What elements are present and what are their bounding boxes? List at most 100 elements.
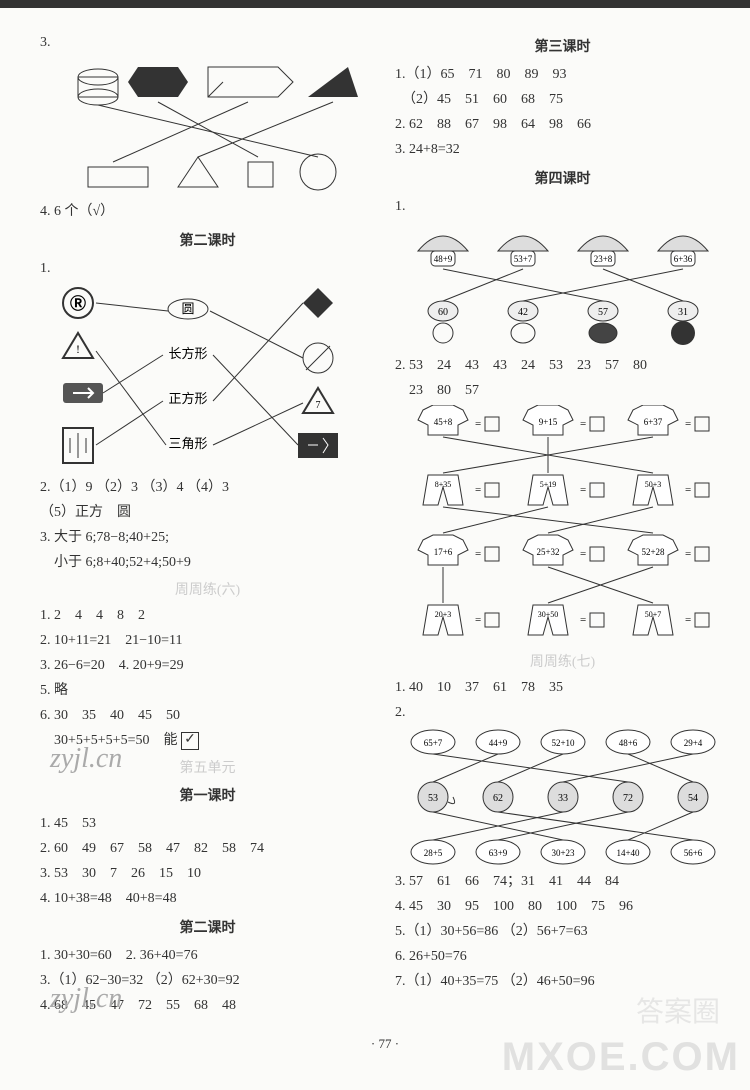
w6-3: 3. 26−6=20 4. 20+9=29 [40,655,375,676]
svg-text:7: 7 [315,400,320,411]
two-columns: 3. [40,28,730,1028]
svg-text:50+3: 50+3 [644,480,661,489]
l2b-1: 1. 30+30=60 2. 36+40=76 [40,945,375,966]
mushroom-match-svg: 48+9 53+7 23+8 6+36 [403,221,723,351]
svg-text:5+19: 5+19 [539,480,556,489]
w7-6: 6. 26+50=76 [395,946,730,967]
svg-text:60: 60 [438,307,448,318]
svg-text:30+23: 30+23 [551,848,575,858]
svg-text:53+7: 53+7 [513,254,532,264]
q3: 3. [40,32,375,197]
svg-text:28+5: 28+5 [423,848,442,858]
svg-text:=: = [685,614,691,626]
svg-text:72: 72 [623,793,633,804]
svg-text:6+37: 6+37 [643,417,662,427]
w6-2: 2. 10+11=21 21−10=11 [40,630,375,651]
svg-text:31: 31 [678,307,688,318]
l4-2b: 23 80 57 [395,380,730,401]
w7-2-label: 2. [395,702,730,723]
l2-q3a: 3. 大于 6;78−8;40+25; [40,527,375,548]
w7-4: 4. 45 30 95 100 80 100 75 96 [395,896,730,917]
l1-4: 4. 10+38=48 40+8=48 [40,888,375,909]
svg-text:正方形: 正方形 [168,391,207,406]
svg-text:54: 54 [688,793,698,804]
w7-5: 5.（1）30+56=86 （2）56+7=63 [395,921,730,942]
svg-text:63+9: 63+9 [488,848,507,858]
svg-text:53: 53 [428,793,438,804]
l2-q2a: 2.（1）9 （2）3 （3）4 （4）3 [40,477,375,498]
svg-text:42: 42 [518,307,528,318]
svg-text:三角形: 三角形 [168,436,207,451]
l3-2: 2. 62 88 67 98 64 98 66 [395,114,730,135]
lesson3-title: 第三课时 [395,36,730,56]
svg-text:6+36: 6+36 [673,254,692,264]
svg-text:62: 62 [493,793,503,804]
l3-3: 3. 24+8=32 [395,139,730,160]
mushroom-icon: 48+9 [418,236,468,266]
w7-7: 7.（1）40+35=75 （2）46+50=96 [395,971,730,992]
svg-text:=: = [475,614,481,626]
zyjl-watermark-1: zyjl.cn [50,743,122,775]
q3-label: 3. [40,35,51,50]
svg-text:52+28: 52+28 [641,547,665,557]
svg-text:=: = [580,418,586,430]
svg-text:45+8: 45+8 [433,417,452,427]
shape-match-svg [58,57,358,197]
svg-text:9+15: 9+15 [538,417,557,427]
w7-1: 1. 40 10 37 61 78 35 [395,677,730,698]
w6-5: 5. 略 [40,680,375,701]
snail-match-svg: 65+7 44+9 52+10 48+6 29+4 53 62 [403,727,723,867]
w7-3: 3. 57 61 66 74；31 41 44 84 [395,871,730,892]
lesson2-title: 第二课时 [40,230,375,250]
svg-text:=: = [685,548,691,560]
svg-text:52+10: 52+10 [551,738,575,748]
zyjl-watermark-2: zyjl.cn [50,983,122,1015]
clothes-match-svg: 45+8 = 9+15 = 6+37 = [403,405,723,645]
svg-text:33: 33 [558,793,568,804]
l1-1: 1. 45 53 [40,813,375,834]
svg-text:=: = [580,614,586,626]
svg-text:20+3: 20+3 [434,610,451,619]
svg-text:=: = [685,418,691,430]
svg-text:57: 57 [598,307,608,318]
l2-q1-label: 1. [40,258,375,279]
svg-text:=: = [580,484,586,496]
lesson4-title: 第四课时 [395,168,730,188]
svg-text:=: = [475,548,481,560]
svg-text:44+9: 44+9 [488,738,507,748]
svg-text:56+6: 56+6 [683,848,702,858]
svg-text:=: = [685,484,691,496]
l1-3: 3. 53 30 7 26 15 10 [40,863,375,884]
lesson2b-title: 第二课时 [40,917,375,937]
w6-1: 1. 2 4 4 8 2 [40,605,375,626]
svg-text:=: = [475,484,481,496]
l1-2: 2. 60 49 67 58 47 82 58 74 [40,838,375,859]
svg-text:!: ! [76,342,80,356]
svg-text:17+6: 17+6 [433,547,452,557]
svg-text:48+6: 48+6 [618,738,637,748]
svg-text:长方形: 长方形 [168,346,207,361]
q4: 4. 6 个（√） [40,201,375,222]
svg-text:65+7: 65+7 [423,738,442,748]
svg-text:29+4: 29+4 [683,738,702,748]
page: 3. [0,0,750,1090]
svg-text:圆: 圆 [181,301,194,316]
weekly7-title: 周周练(七) [395,651,730,671]
svg-text:=: = [475,418,481,430]
sign-match-svg: Ⓡ ! 圆 长方形 正方形 三角形 7 [48,283,368,473]
svg-text:23+8: 23+8 [593,254,612,264]
weekly6-title: 周周练(六) [40,579,375,599]
svg-text:50+7: 50+7 [644,610,661,619]
svg-text:25+32: 25+32 [536,547,559,557]
svg-text:Ⓡ: Ⓡ [69,294,85,313]
l2-q3b: 小于 6;8+40;52+4;50+9 [40,552,375,573]
svg-text:=: = [580,548,586,560]
right-column: 第三课时 1.（1）65 71 80 89 93 （2）45 51 60 68 … [395,28,730,1028]
left-column: 3. [40,28,375,1028]
l2-q2b: （5）正方 圆 [40,502,375,523]
svg-text:8+35: 8+35 [434,480,451,489]
l3-1b: （2）45 51 60 68 75 [395,89,730,110]
svg-text:14+40: 14+40 [616,848,640,858]
lesson1-title: 第一课时 [40,785,375,805]
svg-text:30+50: 30+50 [537,610,558,619]
